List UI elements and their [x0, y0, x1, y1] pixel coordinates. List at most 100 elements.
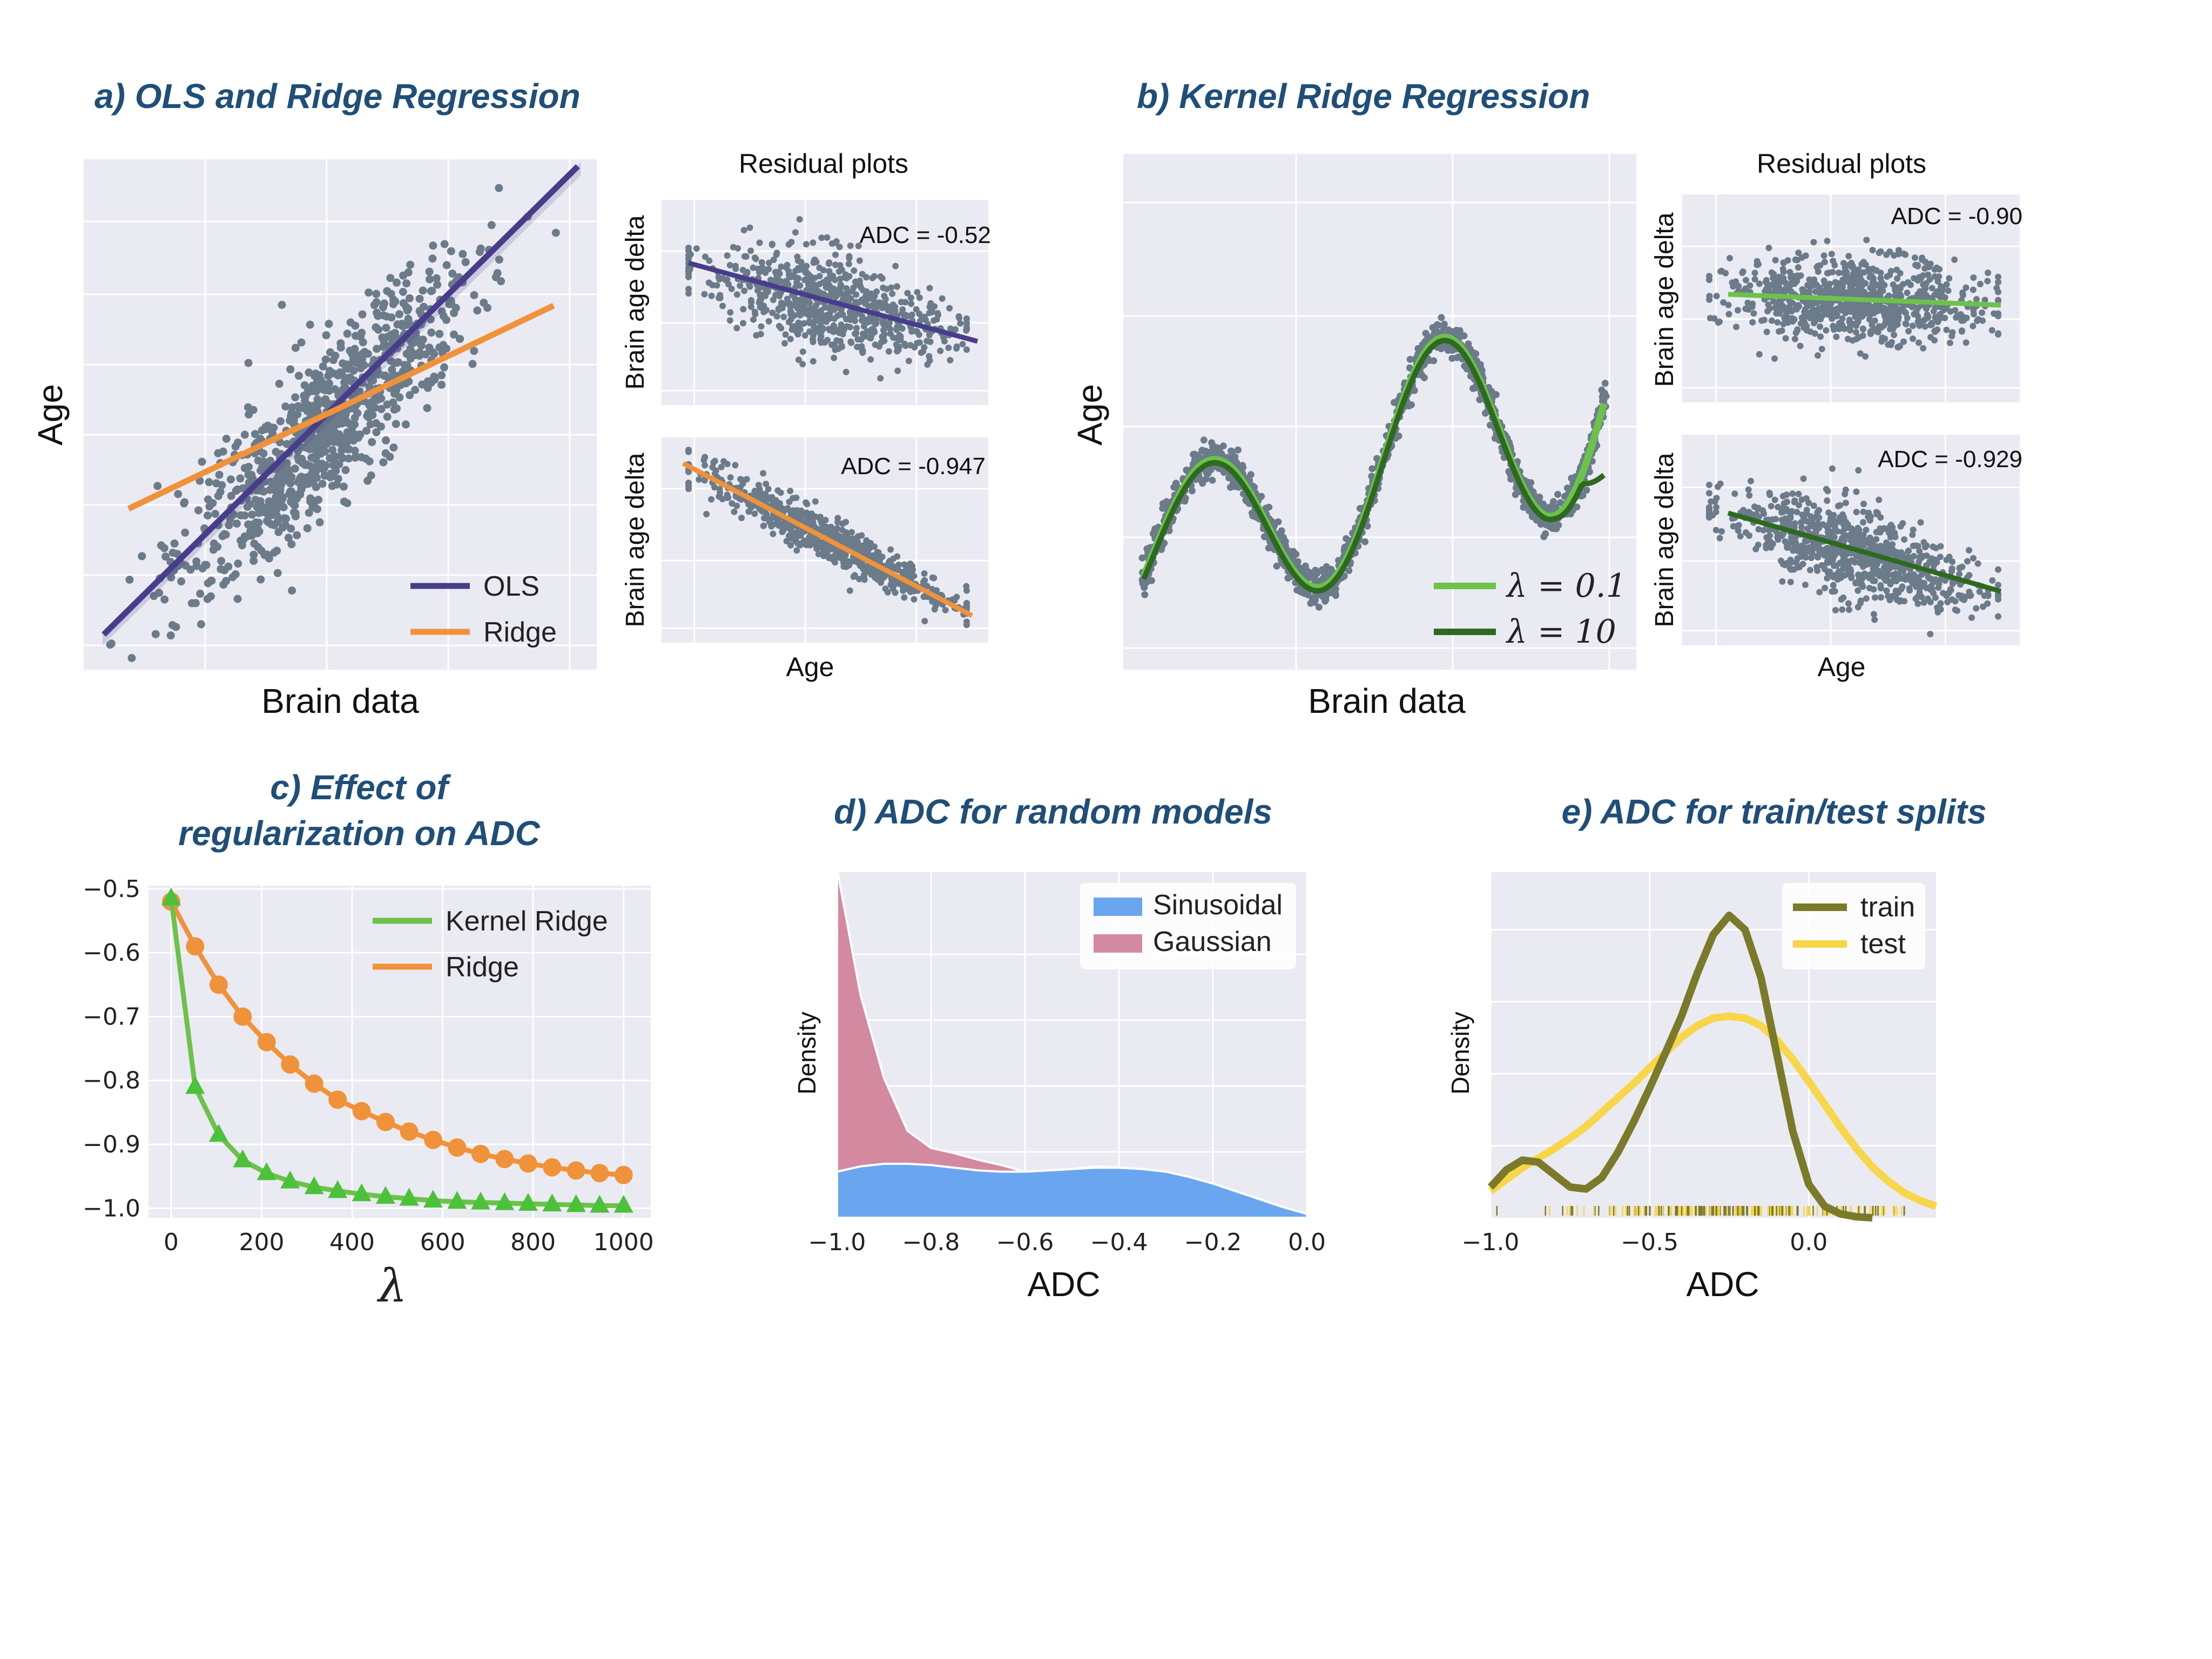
residual-point: [1841, 325, 1848, 332]
residual-point: [727, 474, 734, 481]
scatter-point: [222, 434, 231, 443]
residual-point: [1979, 309, 1986, 316]
residual-point: [904, 568, 911, 575]
scatter-point: [155, 589, 164, 597]
residual-point: [787, 335, 794, 342]
scatter-point: [402, 279, 411, 288]
residual-point: [1945, 287, 1952, 294]
scatter-point: [240, 430, 249, 439]
scatter-point: [381, 372, 390, 380]
residual-point: [923, 338, 930, 345]
scatter-point: [253, 529, 262, 537]
residual-point: [1810, 239, 1817, 246]
residual-point: [867, 539, 874, 547]
residual-point: [1743, 276, 1749, 284]
residual-point: [1928, 285, 1936, 292]
residual-point: [963, 599, 970, 606]
residual-point: [1914, 277, 1921, 284]
residual-point: [1783, 308, 1790, 315]
scatter-point: [423, 404, 431, 413]
residual-point: [881, 338, 888, 345]
scatter-point: [180, 499, 188, 508]
residual-point: [853, 291, 860, 298]
scatter-point: [1265, 544, 1272, 552]
residual-point: [693, 245, 700, 252]
scatter-point: [1315, 603, 1323, 611]
residual-point: [921, 570, 928, 577]
scatter-point: [1553, 521, 1561, 528]
scatter-point: [302, 480, 311, 488]
scatter-point: [323, 434, 332, 442]
residual-point: [737, 282, 744, 289]
residual-point: [811, 323, 818, 330]
residual-point: [816, 265, 823, 271]
scatter-point: [365, 413, 373, 422]
scatter-point: [297, 338, 306, 347]
residual-point: [739, 477, 746, 484]
residual-point: [824, 234, 831, 241]
scatter-point: [1219, 442, 1227, 450]
residual-point: [937, 347, 944, 354]
residual-point: [802, 305, 809, 312]
residual-point: [1931, 266, 1938, 273]
residual-point: [1817, 323, 1824, 330]
residual-point: [945, 345, 952, 351]
scatter-point: [186, 565, 195, 574]
scatter-point: [1233, 458, 1240, 466]
residual-point: [762, 293, 769, 299]
residual-point: [1860, 519, 1866, 526]
scatter-point: [1209, 476, 1216, 484]
residual-point: [1932, 314, 1939, 321]
residual-point: [1763, 328, 1770, 335]
scatter-point: [395, 393, 404, 402]
scatter-point: [367, 471, 375, 480]
scatter-point: [372, 428, 381, 436]
residual-point: [1830, 322, 1837, 329]
residual-point: [868, 290, 875, 297]
panel-b-xlabel: Brain data: [1308, 682, 1466, 720]
scatter-point: [363, 349, 372, 358]
residual-point: [843, 285, 850, 292]
residual-point: [796, 216, 803, 223]
scatter-point: [170, 539, 179, 548]
residual-point: [1815, 352, 1821, 359]
scatter-point: [386, 274, 395, 282]
residual-point: [963, 324, 970, 331]
residual-point: [1904, 314, 1911, 321]
residual-point: [853, 325, 860, 332]
residual-point: [911, 596, 918, 603]
residual-point: [1816, 507, 1823, 514]
residual-point: [685, 252, 692, 259]
residual-point: [916, 311, 923, 318]
scatter-point: [287, 540, 296, 549]
residual-point: [1866, 274, 1873, 281]
scatter-point: [245, 500, 254, 509]
residual-point: [727, 309, 734, 316]
scatter-point: [1420, 374, 1428, 381]
residual-point: [1820, 252, 1827, 259]
residual-point: [1824, 497, 1831, 504]
residual-point: [864, 328, 871, 335]
scatter-point: [359, 338, 367, 347]
scatter-point: [266, 456, 274, 465]
scatter-point: [378, 333, 387, 342]
scatter-point: [423, 377, 432, 386]
scatter-point: [1598, 386, 1606, 394]
scatter-point: [407, 338, 416, 346]
scatter-point: [320, 471, 329, 480]
residual-point: [711, 484, 718, 491]
residual-point: [716, 294, 723, 301]
residual-point: [847, 338, 854, 345]
residual-point: [877, 375, 884, 382]
residual-point: [1787, 578, 1794, 585]
residual-point: [1768, 317, 1775, 324]
scatter-point: [341, 466, 350, 474]
legend-lambda-10-label: λ = 10: [1506, 613, 1616, 651]
residual-point: [1988, 327, 1995, 334]
scatter-point: [293, 531, 301, 539]
scatter-point: [428, 254, 437, 263]
scatter-point: [204, 495, 212, 504]
scatter-point: [192, 562, 201, 570]
residual-point: [807, 285, 814, 292]
